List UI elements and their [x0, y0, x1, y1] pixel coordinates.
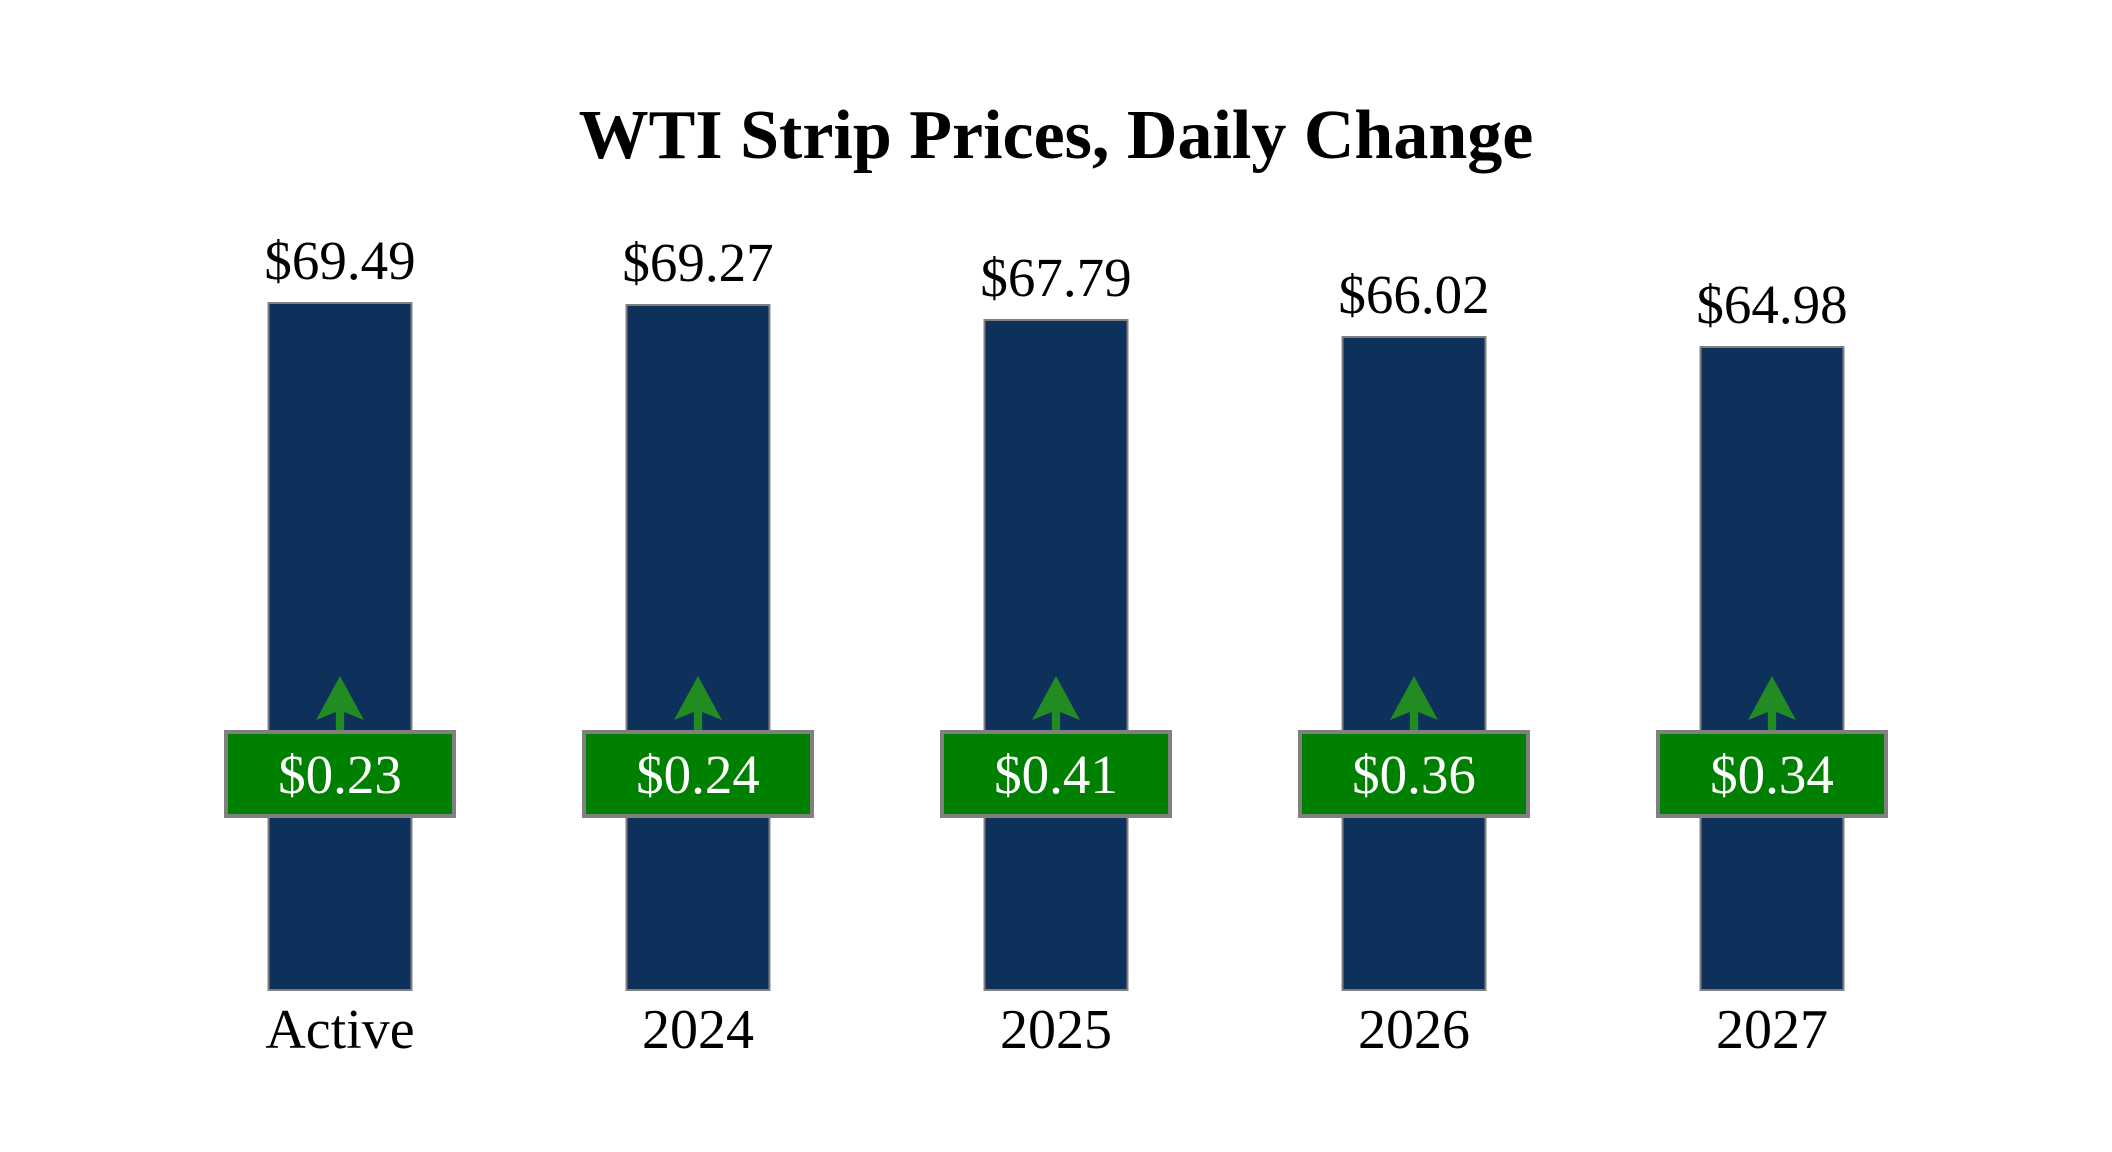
up-arrow-icon	[1748, 676, 1796, 734]
up-arrow-icon	[316, 676, 364, 734]
up-arrow-icon	[674, 676, 722, 734]
change-value: $0.34	[1710, 743, 1834, 805]
bar-group: $69.49 $0.23 Active	[161, 0, 519, 1152]
bar-value-label: $64.98	[1696, 274, 1848, 335]
change-badge: $0.34	[1656, 730, 1888, 818]
bar-group: $66.02 $0.36 2026	[1235, 0, 1593, 1152]
bar-value-label: $69.49	[264, 230, 416, 291]
change-value: $0.41	[994, 743, 1118, 805]
bar-group: $67.79 $0.41 2025	[877, 0, 1235, 1152]
chart-title: WTI Strip Prices, Daily Change	[578, 97, 1534, 174]
up-arrow-icon	[1032, 676, 1080, 734]
change-badge: $0.36	[1298, 730, 1530, 818]
category-label: 2025	[1000, 999, 1112, 1061]
price-bar	[625, 304, 771, 991]
change-value: $0.36	[1352, 743, 1476, 805]
change-badge: $0.24	[582, 730, 814, 818]
category-label: 2026	[1358, 999, 1470, 1061]
change-value: $0.24	[636, 743, 760, 805]
change-value: $0.23	[278, 743, 402, 805]
category-label: Active	[265, 999, 415, 1061]
category-label: 2024	[642, 999, 754, 1061]
bar-group: $69.27 $0.24 2024	[519, 0, 877, 1152]
bar-value-label: $66.02	[1338, 264, 1490, 325]
bar-value-label: $67.79	[980, 247, 1132, 308]
bar-group: $64.98 $0.34 2027	[1593, 0, 1951, 1152]
change-badge: $0.23	[224, 730, 456, 818]
category-label: 2027	[1716, 999, 1828, 1061]
price-bar	[1341, 336, 1487, 991]
price-bar	[983, 319, 1129, 991]
bar-value-label: $69.27	[622, 232, 774, 293]
chart-area: $69.49 $0.23 Active $69.27 $0.24 2024 $6…	[161, 0, 1951, 1152]
up-arrow-icon	[1390, 676, 1438, 734]
price-bar	[267, 302, 413, 991]
price-bar	[1699, 346, 1845, 991]
change-badge: $0.41	[940, 730, 1172, 818]
